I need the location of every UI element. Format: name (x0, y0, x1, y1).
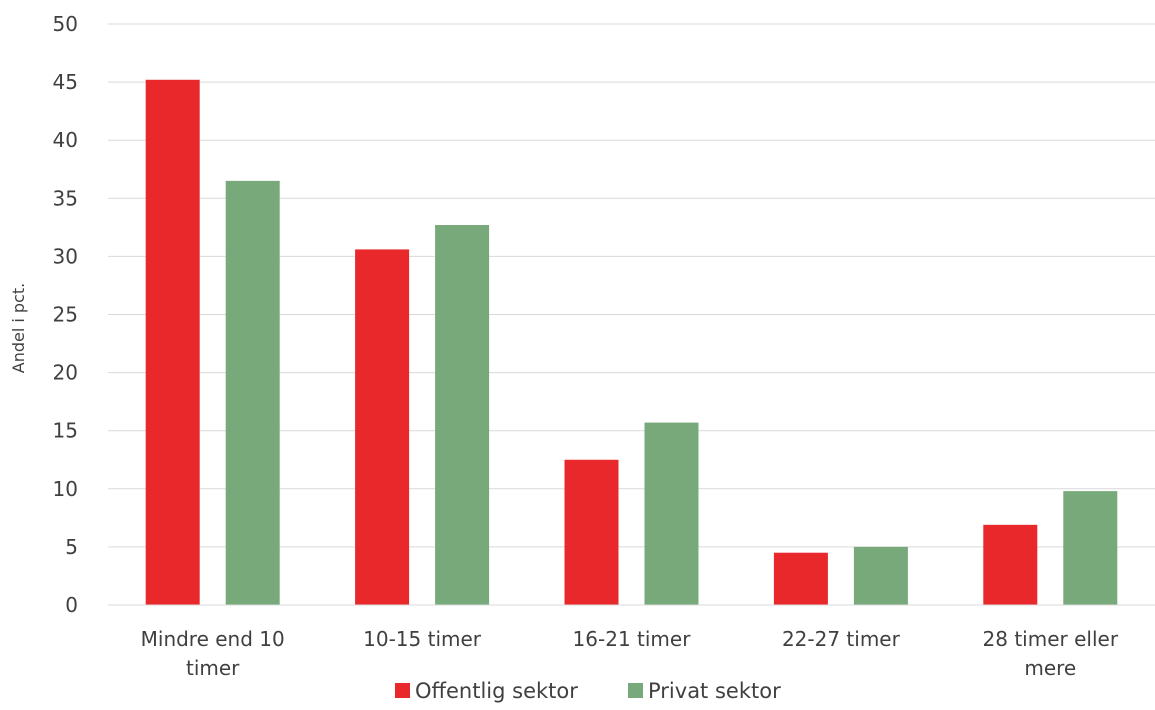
y-tick-label: 45 (53, 70, 78, 94)
y-tick-label: 30 (53, 244, 78, 268)
legend-swatch (395, 683, 410, 698)
x-axis-ticks: Mindre end 10 timer 10-15 timer 16-21 timer… (141, 627, 1119, 680)
legend-label: Privat sektor (648, 679, 781, 703)
x-tick-label: 10-15 timer (363, 627, 482, 651)
y-tick-label: 20 (53, 361, 78, 385)
legend: Offentlig sektor Privat sektor (395, 679, 781, 703)
bar-privat-sektor (853, 546, 908, 605)
gridlines (108, 23, 1155, 548)
x-tick-label: mere (1024, 656, 1076, 680)
bar-offentlig-sektor (983, 524, 1038, 605)
legend-label: Offentlig sektor (415, 679, 578, 703)
y-axis-title: Andel i pct. (9, 283, 28, 373)
x-tick-label: Mindre end 10 (141, 627, 285, 651)
x-tick-label: 16-21 timer (573, 627, 692, 651)
y-tick-label: 35 (53, 186, 78, 210)
y-axis-ticks: 0 5 10 15 20 25 30 35 40 45 50 (53, 12, 78, 617)
bar-offentlig-sektor (145, 79, 200, 605)
y-tick-label: 10 (53, 477, 78, 501)
y-tick-label: 5 (65, 535, 78, 559)
y-tick-label: 15 (53, 419, 78, 443)
bar-offentlig-sektor (773, 552, 828, 605)
y-tick-label: 50 (53, 12, 78, 36)
bar-offentlig-sektor (564, 459, 619, 605)
bar-privat-sektor (225, 180, 280, 605)
bar-privat-sektor (435, 225, 490, 605)
bar-offentlig-sektor (355, 249, 410, 606)
legend-swatch (628, 683, 643, 698)
bar-privat-sektor (1063, 491, 1118, 605)
y-tick-label: 0 (65, 593, 78, 617)
x-tick-label: timer (186, 656, 240, 680)
x-tick-label: 28 timer eller (983, 627, 1119, 651)
x-tick-label: 22-27 timer (782, 627, 901, 651)
bars (145, 79, 1118, 606)
bar-privat-sektor (644, 422, 699, 605)
y-tick-label: 25 (53, 303, 78, 327)
y-tick-label: 40 (53, 128, 78, 152)
